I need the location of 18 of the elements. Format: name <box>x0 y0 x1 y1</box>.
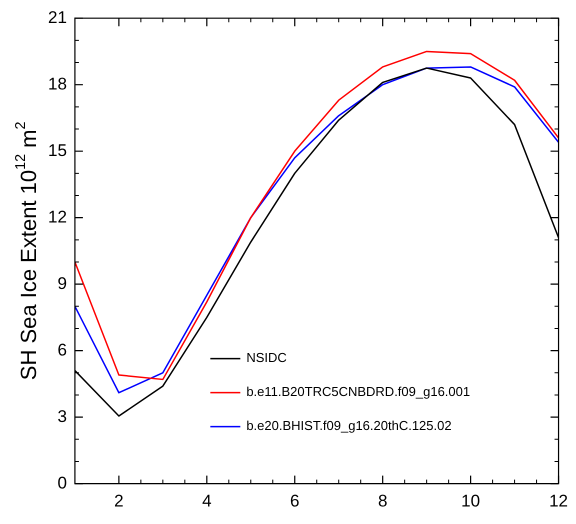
y-tick-label: 12 <box>48 207 67 226</box>
y-axis-title: SH Sea Ice Extent 1012 m2 <box>13 122 42 380</box>
y-tick-label: 18 <box>48 74 67 94</box>
x-tick-label: 10 <box>461 491 480 510</box>
x-tick-label: 8 <box>378 491 388 510</box>
y-tick-label: 15 <box>48 140 67 160</box>
legend-label: NSIDC <box>246 350 287 366</box>
y-tick-label: 21 <box>48 8 67 27</box>
x-tick-label: 12 <box>549 491 568 510</box>
x-tick-label: 6 <box>290 491 300 510</box>
legend-label: b.e20.BHIST.f09_g16.20thC.125.02 <box>246 418 452 434</box>
x-tick-label: 2 <box>114 491 124 510</box>
y-tick-label: 3 <box>57 406 67 426</box>
legend-label: b.e11.B20TRC5CNBDRD.f09_g16.001 <box>246 384 470 400</box>
y-tick-label: 9 <box>57 274 67 293</box>
x-tick-label: 4 <box>202 491 212 510</box>
y-tick-label: 6 <box>57 340 67 360</box>
y-tick-label: 0 <box>57 473 67 492</box>
